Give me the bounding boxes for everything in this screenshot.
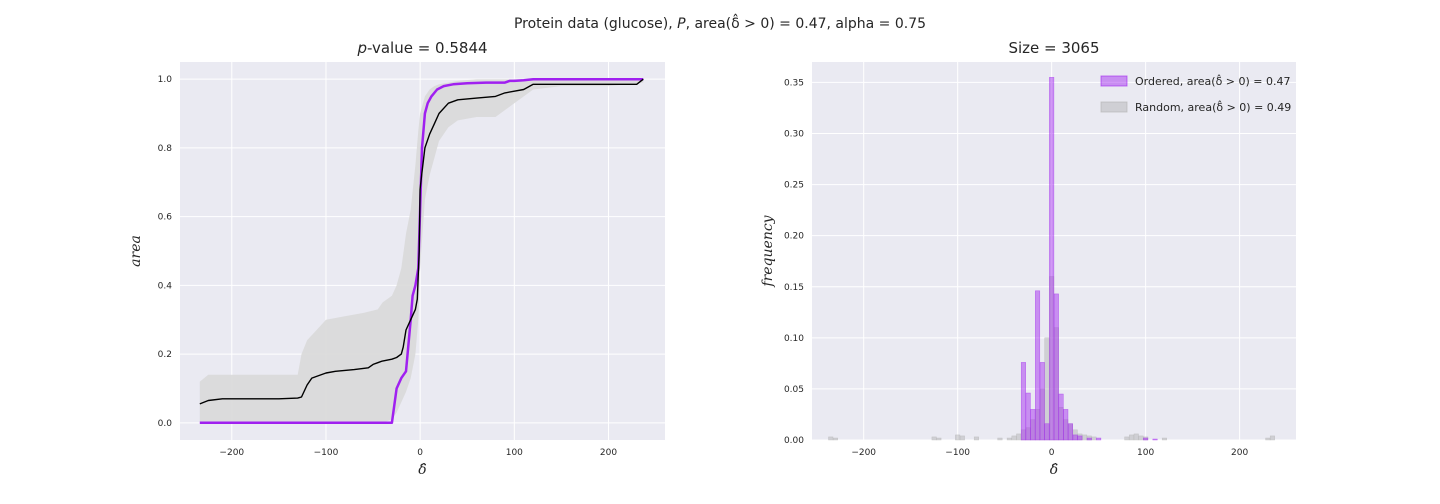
random-hist-bar [832,437,838,441]
legend-label-random: Random, area(δ̂ > 0) = 0.49 [1135,100,1291,114]
area-ytick-label: 0.0 [158,419,173,429]
ordered-hist-bar [1053,293,1059,441]
area-ylabel: area [128,235,144,267]
random-hist-bar [997,437,1003,441]
ordered-hist-bar [1049,77,1055,441]
title-p-rest: -value = 0.5844 [367,39,488,57]
ordered-hist-bar [1067,423,1073,441]
area-ytick-label: 0.6 [158,213,173,223]
confidence-band [199,79,644,423]
suptitle-part-1: Protein data (glucose), [514,16,677,32]
area-ytick-label: 1.0 [158,75,173,85]
random-hist-bar [1011,435,1017,441]
hist-ytick-label: 0.30 [784,130,804,140]
area-xtick-label: −200 [219,448,244,458]
random-hist-bar [1006,437,1012,441]
hist-panel-title: Size = 3065 [1008,39,1099,57]
hist-xtick-label: −100 [945,448,970,458]
random-mean-area-line [199,78,644,405]
ordered-hist-bar [1035,290,1041,441]
legend-label-ordered: Ordered, area(δ̂ > 0) = 0.47 [1135,74,1291,88]
area-xtick-label: −100 [314,448,339,458]
hist-xtick-label: 0 [1049,448,1055,458]
random-hist-bar [1269,435,1275,441]
ordered-area-line [199,77,644,425]
random-hist-bar [931,436,937,441]
random-hist-bar [1138,435,1144,441]
ordered-hist-bar [1030,409,1036,441]
area-ytick-label: 0.2 [158,350,172,360]
random-hist-bar [1133,433,1139,441]
random-hist-bar [959,435,965,441]
area-xtick-label: 0 [417,448,423,458]
ordered-hist-bar [1044,423,1050,441]
legend-swatch-ordered [1100,75,1128,87]
random-hist-bar [1016,433,1022,441]
hist-ytick-label: 0.05 [784,385,804,395]
suptitle-part-p: P [677,16,686,32]
random-hist-bar [1129,434,1135,441]
hist-ytick-label: 0.00 [784,436,804,446]
legend-swatch-random [1100,101,1128,113]
random-hist-bar [936,437,942,441]
hist-ytick-label: 0.35 [784,78,804,88]
area-xtick-label: 200 [600,448,617,458]
ordered-hist-bar [1072,434,1078,441]
area-xlabel: δ̂ [418,462,426,478]
ordered-hist-bar [1058,393,1064,441]
hist-ytick-label: 0.25 [784,181,804,191]
random-hist-bar [1265,437,1271,441]
hist-xtick-label: −200 [851,448,876,458]
hist-ylabel: frequency [760,214,776,287]
area-ytick-label: 0.4 [158,281,173,291]
area-panel-title: p-value = 0.5844 [356,39,487,57]
panel-histogram: Ordered, area(δ̂ > 0) = 0.47 Random, area… [760,39,1296,478]
random-hist-bar [955,434,961,441]
panel-area-curve: −200 −100 0 100 200 0.0 0.2 0.4 0.6 0.8 1.0 δ̂ area p… [128,39,665,478]
random-hist-bar [1082,434,1088,441]
ordered-hist-bar [1020,362,1026,441]
random-hist-bar [973,436,979,441]
random-hist-bar [1161,437,1167,441]
ordered-hist-bar [1086,437,1092,441]
ordered-hist-bar [1025,392,1031,441]
ordered-hist-bar [1039,362,1045,441]
ordered-hist-bar [1143,437,1149,441]
ordered-hist-bar [1152,438,1158,441]
title-p-symbol: p [356,39,367,57]
ordered-hist-bar [1077,435,1083,441]
area-xtick-label: 100 [506,448,523,458]
random-hist-bar [1091,436,1097,441]
area-ytick-label: 0.8 [158,144,173,154]
hist-xtick-label: 200 [1231,448,1248,458]
hist-xtick-label: 100 [1137,448,1154,458]
random-hist-bar [1124,436,1130,441]
ordered-hist-bar [1096,437,1102,441]
random-hist-bar [828,436,834,441]
hist-xlabel: δ̂ [1050,462,1058,478]
hist-ytick-label: 0.15 [784,283,804,293]
hist-ytick-label: 0.10 [784,334,804,344]
hist-ytick-label: 0.20 [784,232,804,242]
figure-suptitle: Protein data (glucose), P, area(δ̂ > 0) … [514,13,926,32]
suptitle-part-2: , area(δ̂ > 0) = 0.47, alpha = 0.75 [686,13,926,32]
ordered-hist-bar [1063,409,1069,441]
